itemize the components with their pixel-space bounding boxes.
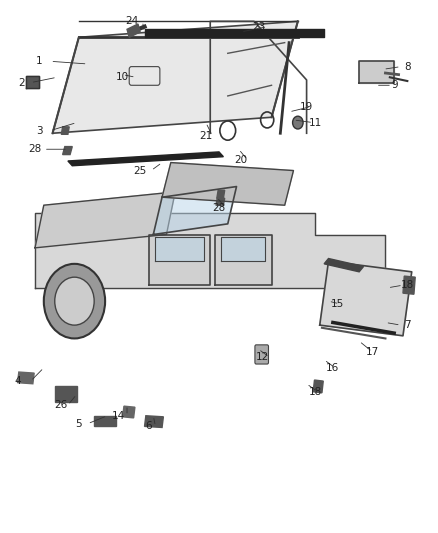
Polygon shape xyxy=(35,192,175,248)
Polygon shape xyxy=(215,235,272,285)
Polygon shape xyxy=(216,198,225,205)
Text: 23: 23 xyxy=(252,22,265,31)
Polygon shape xyxy=(94,416,116,426)
FancyBboxPatch shape xyxy=(255,345,268,364)
Text: 7: 7 xyxy=(404,320,411,330)
Text: 25: 25 xyxy=(134,166,147,175)
Circle shape xyxy=(293,116,303,129)
Text: 28: 28 xyxy=(28,144,42,154)
Text: 10: 10 xyxy=(116,72,129,82)
Polygon shape xyxy=(320,261,412,336)
Text: 28: 28 xyxy=(212,203,226,213)
Text: 6: 6 xyxy=(145,422,152,431)
Text: 2: 2 xyxy=(18,78,25,87)
Text: 24: 24 xyxy=(125,17,138,26)
Polygon shape xyxy=(359,61,394,83)
Text: 1: 1 xyxy=(36,56,43,66)
Polygon shape xyxy=(155,237,204,261)
Text: 8: 8 xyxy=(404,62,411,71)
Text: 4: 4 xyxy=(14,376,21,386)
Polygon shape xyxy=(35,213,385,288)
Text: 18: 18 xyxy=(401,280,414,290)
Text: 21: 21 xyxy=(199,131,212,141)
Polygon shape xyxy=(403,276,415,294)
Text: 18: 18 xyxy=(309,387,322,397)
Text: 5: 5 xyxy=(75,419,82,429)
Text: 12: 12 xyxy=(256,352,269,362)
Text: 26: 26 xyxy=(55,400,68,410)
Text: 3: 3 xyxy=(36,126,43,135)
Polygon shape xyxy=(221,237,265,261)
Text: 9: 9 xyxy=(391,80,398,90)
Text: 11: 11 xyxy=(309,118,322,127)
Polygon shape xyxy=(149,235,210,285)
Polygon shape xyxy=(153,187,237,235)
Polygon shape xyxy=(18,372,34,384)
Polygon shape xyxy=(55,386,77,402)
Polygon shape xyxy=(324,259,364,272)
Polygon shape xyxy=(313,380,323,393)
Polygon shape xyxy=(127,24,140,37)
Text: 19: 19 xyxy=(300,102,313,111)
Polygon shape xyxy=(162,163,293,205)
Text: 14: 14 xyxy=(112,411,125,421)
Text: 16: 16 xyxy=(326,363,339,373)
Polygon shape xyxy=(217,190,225,198)
Polygon shape xyxy=(68,152,223,166)
Circle shape xyxy=(44,264,105,338)
Polygon shape xyxy=(63,147,72,155)
Polygon shape xyxy=(145,416,163,427)
Text: 20: 20 xyxy=(234,155,247,165)
Polygon shape xyxy=(61,127,69,134)
Circle shape xyxy=(55,277,94,325)
Polygon shape xyxy=(53,21,298,133)
Text: 15: 15 xyxy=(331,299,344,309)
Polygon shape xyxy=(123,406,135,418)
Polygon shape xyxy=(26,76,39,88)
Text: 17: 17 xyxy=(366,347,379,357)
